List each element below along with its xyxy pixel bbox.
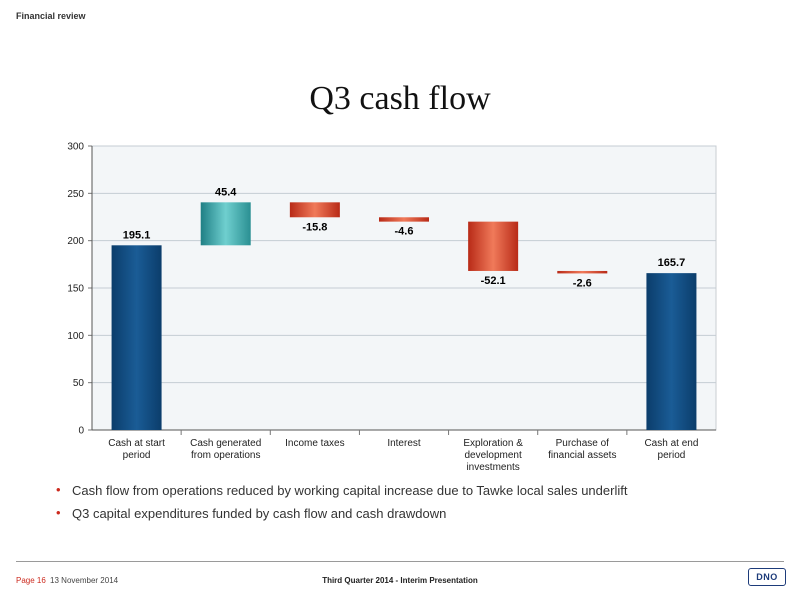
bullet-text: Cash flow from operations reduced by wor…: [72, 483, 628, 498]
x-tick-label: Purchase of: [556, 438, 610, 449]
x-tick-label: period: [123, 450, 151, 461]
data-label: -2.6: [573, 277, 592, 289]
slide-title: Q3 cash flow: [309, 80, 491, 117]
y-tick-label: 0: [78, 426, 84, 437]
footer-presentation-title: Third Quarter 2014 - Interim Presentatio…: [322, 576, 478, 585]
data-label: 195.1: [123, 229, 151, 241]
bar-increase: [200, 202, 251, 246]
bar-total: [646, 273, 697, 430]
footer-page-info: Page 16 13 November 2014: [16, 576, 118, 585]
bar-total: [111, 245, 162, 430]
page-number: Page 16: [16, 576, 46, 585]
x-tick-label: investments: [466, 462, 519, 473]
bullet-item: • Cash flow from operations reduced by w…: [56, 482, 628, 498]
footer-date: 13 November 2014: [50, 576, 119, 585]
bullet-list: • Cash flow from operations reduced by w…: [56, 482, 628, 529]
y-tick-label: 150: [67, 284, 84, 295]
bar-decrease: [379, 217, 429, 222]
y-tick-label: 100: [67, 331, 84, 342]
y-tick-label: 300: [67, 142, 84, 153]
data-label: 165.7: [658, 257, 686, 269]
y-tick-label: 200: [67, 236, 84, 247]
logo-text: DNO: [756, 572, 778, 582]
x-tick-label: from operations: [191, 450, 260, 461]
bar-decrease: [289, 202, 340, 218]
bar-decrease: [557, 270, 608, 274]
x-tick-label: Cash generated: [190, 438, 261, 449]
x-tick-label: Interest: [387, 438, 421, 449]
bullet-item: • Q3 capital expenditures funded by cash…: [56, 505, 627, 521]
data-label: -4.6: [395, 226, 414, 238]
bullet-marker: •: [56, 505, 61, 520]
company-logo: DNO: [748, 568, 786, 586]
x-tick-label: Cash at start: [108, 438, 165, 449]
x-tick-label: Exploration &: [463, 438, 523, 449]
data-label: -52.1: [481, 275, 506, 287]
bar-decrease: [468, 221, 519, 271]
bullet-marker: •: [56, 482, 61, 497]
data-label: -15.8: [302, 221, 327, 233]
x-tick-label: financial assets: [548, 450, 616, 461]
section-label: Financial review: [16, 11, 86, 21]
bullet-text: Q3 capital expenditures funded by cash f…: [72, 506, 447, 521]
y-tick-label: 250: [67, 189, 84, 200]
y-tick-label: 50: [73, 378, 85, 389]
x-tick-label: period: [658, 450, 686, 461]
data-label: 45.4: [215, 186, 237, 198]
x-tick-label: development: [465, 450, 522, 461]
x-tick-label: Income taxes: [285, 438, 344, 449]
x-tick-label: Cash at end: [644, 438, 698, 449]
footer-divider: [16, 561, 784, 562]
